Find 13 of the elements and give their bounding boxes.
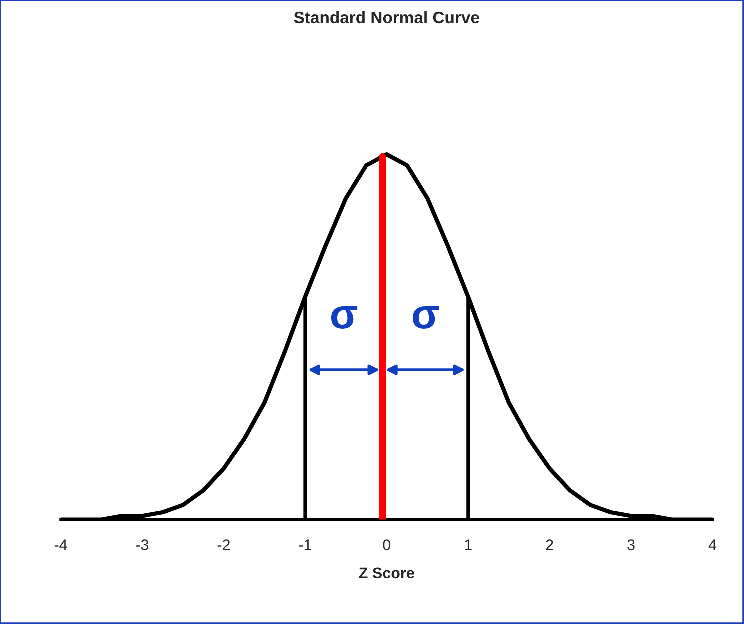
chart-title: Standard Normal Curve [294, 11, 480, 24]
x-tick-label: -4 [54, 540, 68, 550]
x-axis-title: Z Score [359, 568, 414, 579]
x-tick-label: 4 [708, 540, 717, 550]
annotation: σ [412, 306, 440, 329]
x-tick-label: 3 [628, 540, 635, 550]
x-tick-label: 2 [546, 540, 554, 550]
x-tick-label: 0 [383, 540, 391, 550]
annotation: σ [331, 306, 358, 329]
x-tick-label: 1 [465, 540, 472, 550]
x-tick-label: -1 [299, 540, 312, 550]
x-tick-label: -3 [136, 540, 149, 550]
x-tick-label: -2 [218, 540, 230, 550]
